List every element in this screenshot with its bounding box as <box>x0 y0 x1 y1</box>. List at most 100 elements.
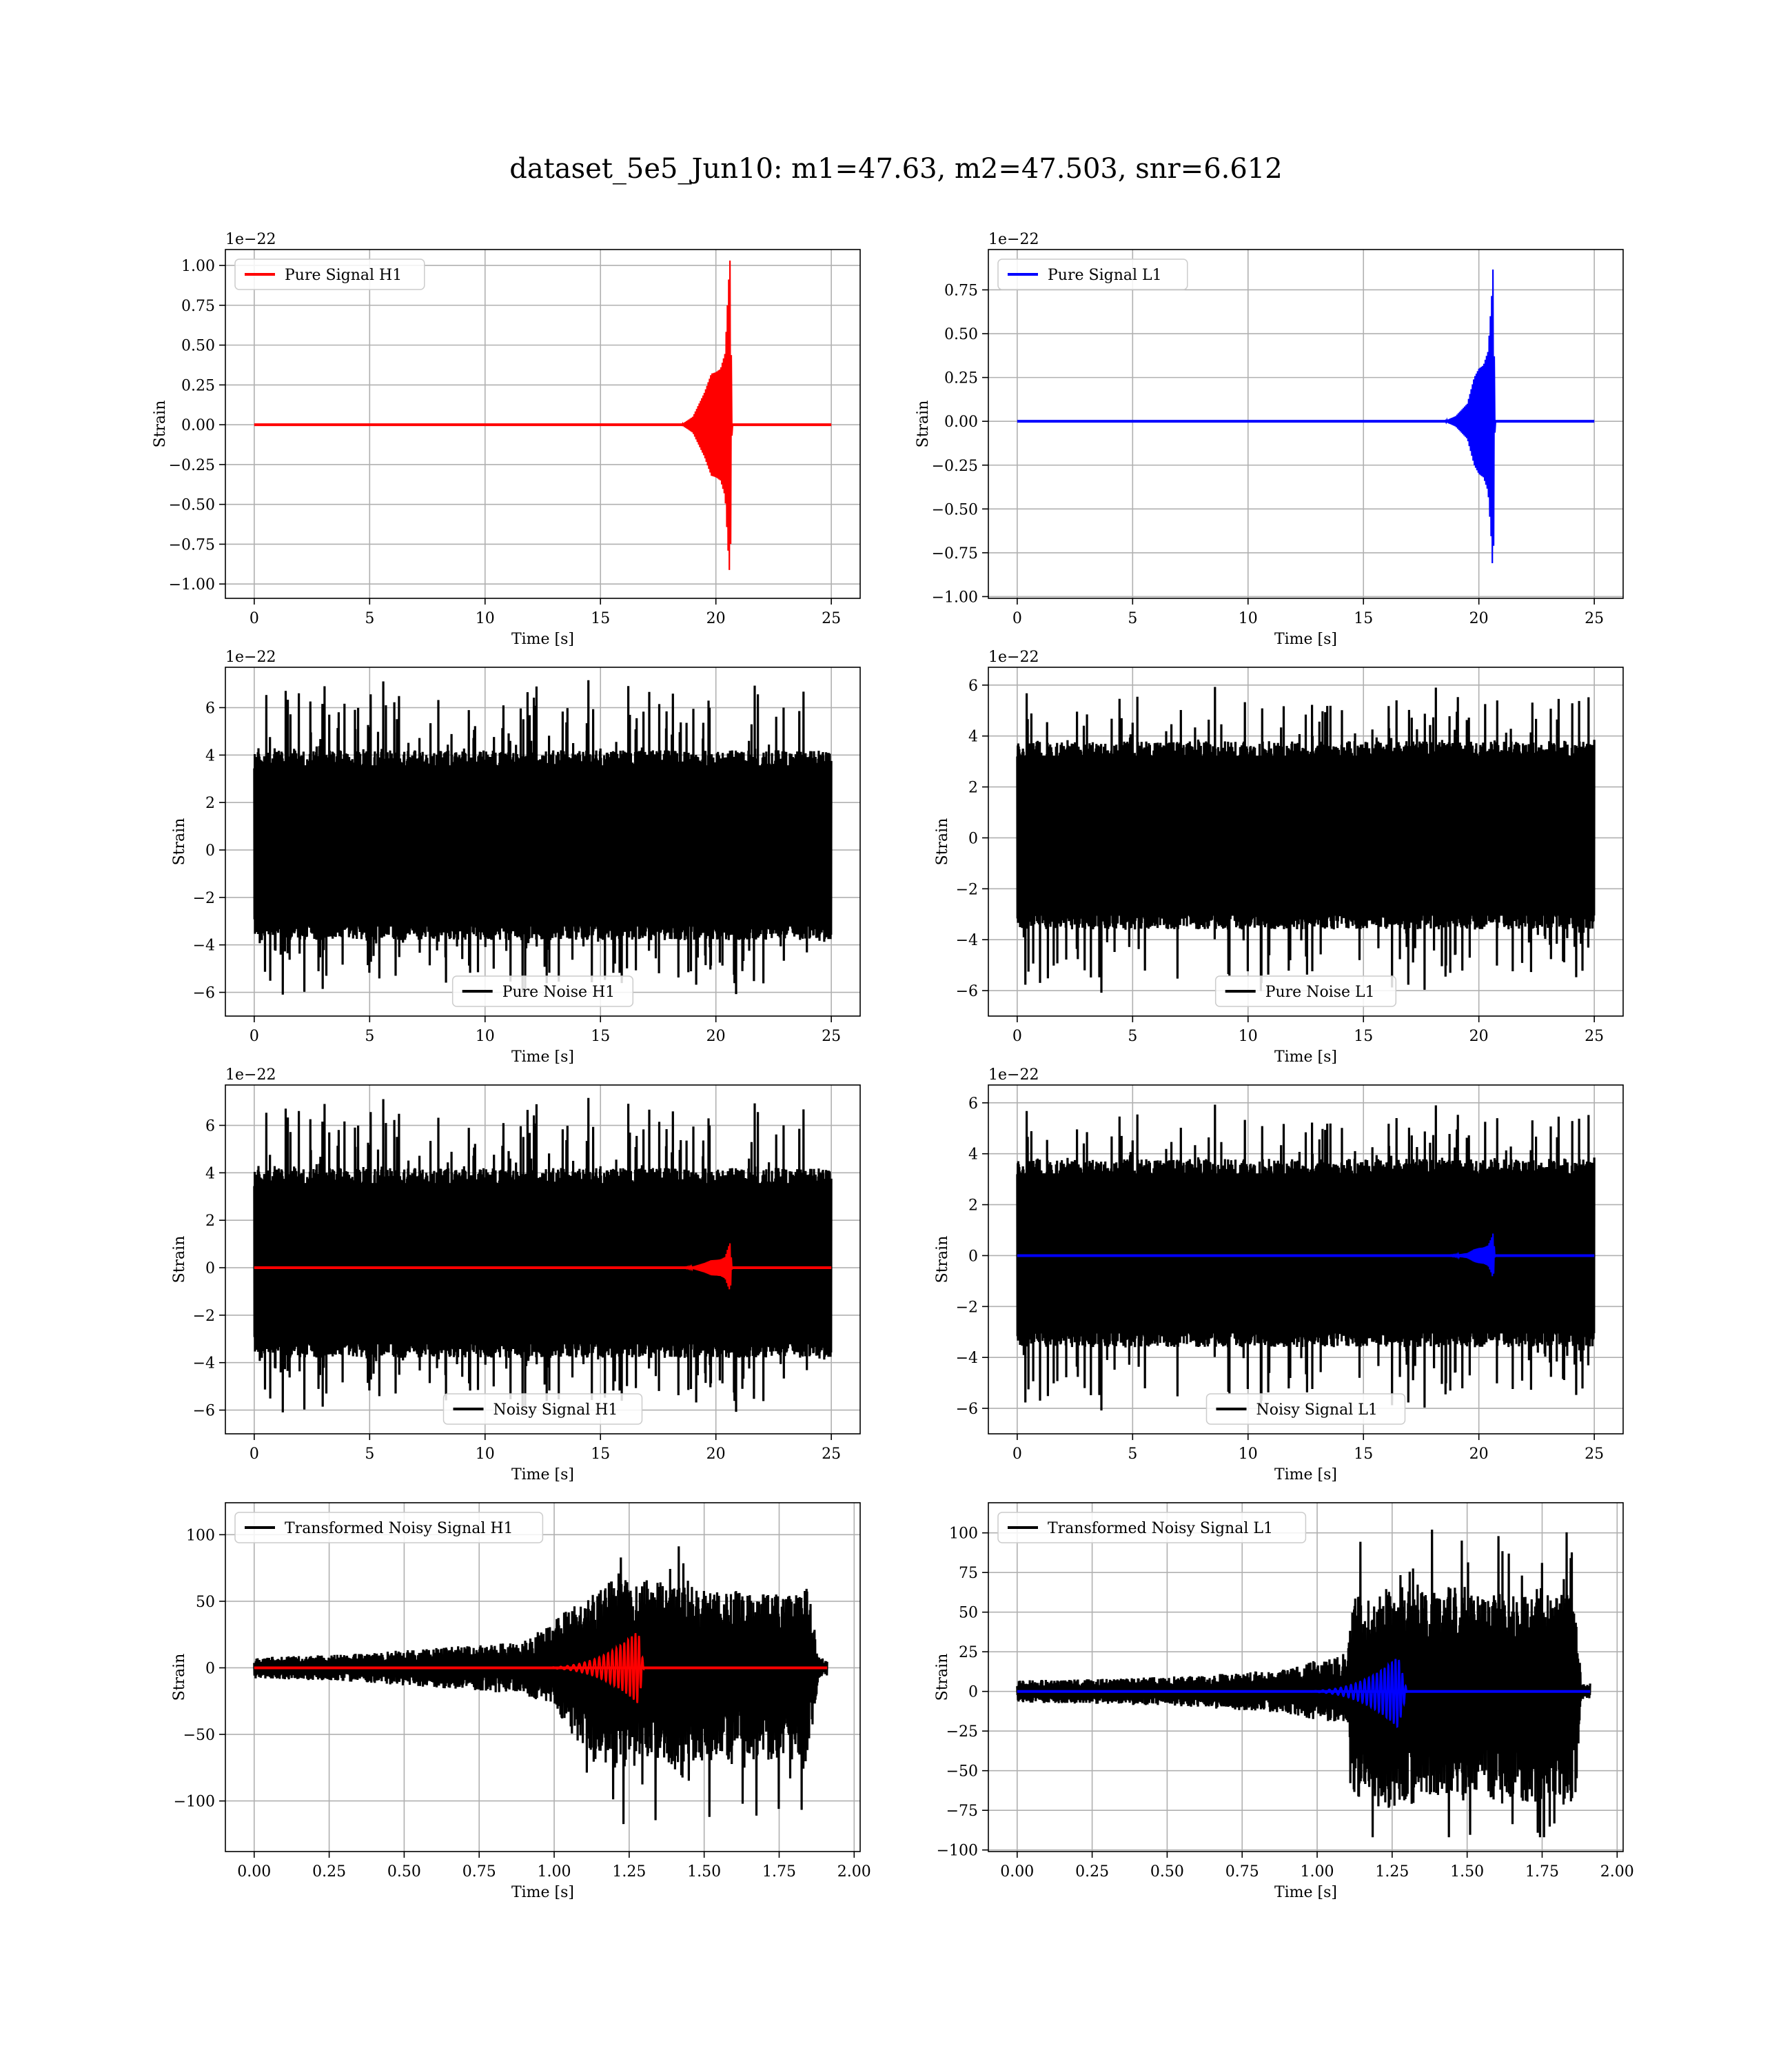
subplot-pure-signal-l1: 0 5 10 15 20 25 −1.00 −0.75 −0.50 −0.25 0.00 0.25 0.… <box>915 231 1624 648</box>
x-axis-label: Time [s] <box>1274 1884 1337 1901</box>
series-line-pure-signal-h1 <box>254 260 832 570</box>
y-tick-label: 6 <box>968 1095 978 1113</box>
x-axis-label: Time [s] <box>511 1048 574 1066</box>
y-tick-label: 0 <box>205 1260 215 1277</box>
axes-frame <box>225 249 861 599</box>
axes-frame <box>988 667 1624 1017</box>
x-tick-label: 5 <box>1128 610 1137 627</box>
y-tick-label: −25 <box>946 1723 978 1741</box>
x-tick-label: 0 <box>250 1028 259 1045</box>
series-noise-band <box>254 1183 832 1345</box>
subplot-pure-signal-h1: 0 5 10 15 20 25 −1.00 −0.75 −0.50 −0.25 0.00 0.25 0.… <box>152 231 861 648</box>
legend-box <box>1205 1393 1406 1425</box>
y-axis-label: Strain <box>934 818 951 866</box>
x-tick-label: 1.50 <box>687 1863 721 1881</box>
y-tick-label: 4 <box>205 1165 215 1182</box>
series-noise-band <box>1017 1173 1595 1334</box>
plot-area <box>1016 1529 1591 1838</box>
y-tick-label: 50 <box>196 1594 215 1611</box>
y-axis-label: Strain <box>171 818 188 866</box>
plot-area <box>253 1546 828 1825</box>
legend-box <box>234 258 425 290</box>
x-tick-label: 1.50 <box>1450 1863 1484 1881</box>
legend: Transformed Noisy Signal L1 <box>997 1512 1307 1543</box>
y-tick-label: −0.50 <box>932 501 978 518</box>
x-tick-label: 25 <box>1585 610 1604 627</box>
y-tick-label: 0 <box>205 842 215 860</box>
y-tick-label: −6 <box>193 1403 215 1420</box>
x-tick-label: 0.25 <box>312 1863 346 1881</box>
x-tick-label: 0.50 <box>1150 1863 1184 1881</box>
offset-label: 1e−22 <box>225 231 276 248</box>
x-axis-label: Time [s] <box>511 1466 574 1483</box>
offset-label: 1e−22 <box>225 649 276 666</box>
x-tick-label: 25 <box>822 610 841 627</box>
y-axis-label: Strain <box>915 401 932 448</box>
y-tick-label: −0.75 <box>169 536 215 554</box>
legend: Transformed Noisy Signal H1 <box>234 1512 544 1543</box>
y-tick-label: 2 <box>205 1213 215 1230</box>
subplot-transformed-h1: 0.00 0.25 0.50 0.75 1.00 1.25 1.50 1.75 2.00 −100… <box>171 1502 871 1901</box>
y-tick-label: 25 <box>959 1644 978 1661</box>
legend: Pure Signal L1 <box>997 258 1188 290</box>
y-tick-label: −6 <box>956 983 978 1000</box>
y-tick-label: 0.75 <box>181 298 215 315</box>
legend-box <box>442 1393 643 1425</box>
axes-frame <box>988 249 1624 599</box>
x-tick-label: 15 <box>591 1446 610 1463</box>
y-tick-label: −2 <box>956 1299 978 1316</box>
x-tick-label: 15 <box>591 610 610 627</box>
y-tick-label: −100 <box>937 1843 978 1860</box>
x-tick-label: 0.75 <box>462 1863 496 1881</box>
series-noise-band <box>1017 756 1595 916</box>
y-tick-label: 0.25 <box>181 377 215 394</box>
x-tick-label: 0 <box>1012 610 1022 627</box>
subplot-noisy-signal-h1: 0 5 10 15 20 25 −6 −4 −2 0 2 4 6 1e−22 Time [s] Strain N… <box>171 1066 861 1483</box>
x-axis-label: Time [s] <box>511 631 574 648</box>
x-tick-label: 20 <box>706 1446 726 1463</box>
y-tick-label: −6 <box>193 985 215 1002</box>
x-tick-label: 0 <box>250 1446 259 1463</box>
y-tick-label: 2 <box>205 795 215 812</box>
series-line-pure-signal-l1 <box>1017 269 1595 564</box>
y-tick-label: −4 <box>193 937 215 955</box>
x-tick-label: 10 <box>476 1028 495 1045</box>
x-tick-label: 5 <box>365 610 374 627</box>
x-tick-label: 1.00 <box>1301 1863 1334 1881</box>
y-tick-label: −1.00 <box>169 576 215 594</box>
y-tick-label: 50 <box>959 1605 978 1622</box>
legend-label: Pure Noise L1 <box>1265 984 1375 1001</box>
x-axis-label: Time [s] <box>1274 631 1337 648</box>
legend-box <box>451 975 634 1007</box>
legend-label: Noisy Signal L1 <box>1256 1401 1378 1419</box>
x-tick-label: 20 <box>706 610 726 627</box>
x-tick-label: 15 <box>591 1028 610 1045</box>
x-tick-label: 10 <box>1239 1028 1258 1045</box>
plot-area <box>1017 269 1595 564</box>
y-tick-label: −100 <box>174 1794 215 1811</box>
x-tick-label: 15 <box>1354 1446 1373 1463</box>
x-tick-label: 0.50 <box>387 1863 421 1881</box>
y-axis-label: Strain <box>934 1654 951 1701</box>
legend: Pure Noise H1 <box>451 975 634 1007</box>
legend-label: Transformed Noisy Signal L1 <box>1048 1520 1273 1537</box>
legend: Noisy Signal H1 <box>442 1393 643 1425</box>
y-tick-label: 0 <box>968 1248 978 1265</box>
x-tick-label: 20 <box>1469 1028 1489 1045</box>
legend-box <box>1214 975 1397 1007</box>
x-tick-label: 20 <box>1469 1446 1489 1463</box>
y-tick-label: 2 <box>968 780 978 797</box>
x-tick-label: 1.25 <box>612 1863 646 1881</box>
y-tick-label: 4 <box>205 747 215 764</box>
plot-area <box>1016 687 1596 993</box>
y-tick-label: 0 <box>205 1660 215 1677</box>
x-tick-label: 20 <box>1469 610 1489 627</box>
y-tick-label: −4 <box>956 932 978 949</box>
legend-label: Pure Signal L1 <box>1048 267 1162 284</box>
x-tick-label: 10 <box>476 1446 495 1463</box>
y-tick-label: 100 <box>949 1525 978 1543</box>
x-tick-label: 10 <box>476 610 495 627</box>
x-tick-label: 25 <box>822 1446 841 1463</box>
x-tick-label: 0 <box>1012 1446 1022 1463</box>
y-tick-label: −0.25 <box>169 457 215 474</box>
